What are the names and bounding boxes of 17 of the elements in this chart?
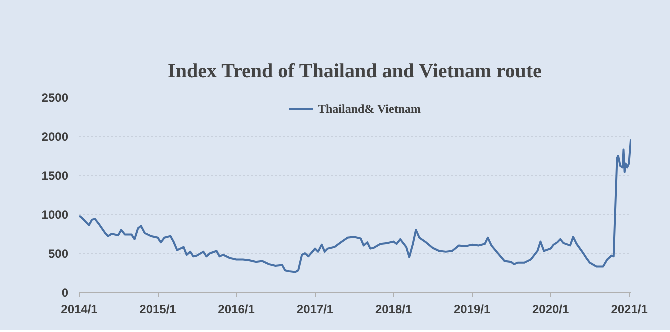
y-tick-label: 1500 xyxy=(42,169,69,183)
x-tick-label: 2021/1 xyxy=(611,302,648,316)
x-tick-label: 2018/1 xyxy=(375,302,412,316)
x-tick-label: 2019/1 xyxy=(454,302,491,316)
y-tick-label: 1000 xyxy=(42,208,69,222)
y-tick-label: 2500 xyxy=(42,91,69,105)
legend-label: Thailand& Vietnam xyxy=(318,102,422,116)
y-tick-label: 500 xyxy=(48,247,69,261)
x-tick-label: 2014/1 xyxy=(61,302,98,316)
x-tick-label: 2016/1 xyxy=(218,302,256,316)
x-tick-label: 2017/1 xyxy=(296,302,334,316)
chart-title: Index Trend of Thailand and Vietnam route xyxy=(168,60,542,82)
y-tick-label: 2000 xyxy=(42,130,69,144)
line-series xyxy=(80,138,632,274)
x-tick-label: 2020/1 xyxy=(532,302,570,316)
x-tick-label: 2015/1 xyxy=(140,302,177,316)
y-tick-label: 0 xyxy=(62,286,69,300)
